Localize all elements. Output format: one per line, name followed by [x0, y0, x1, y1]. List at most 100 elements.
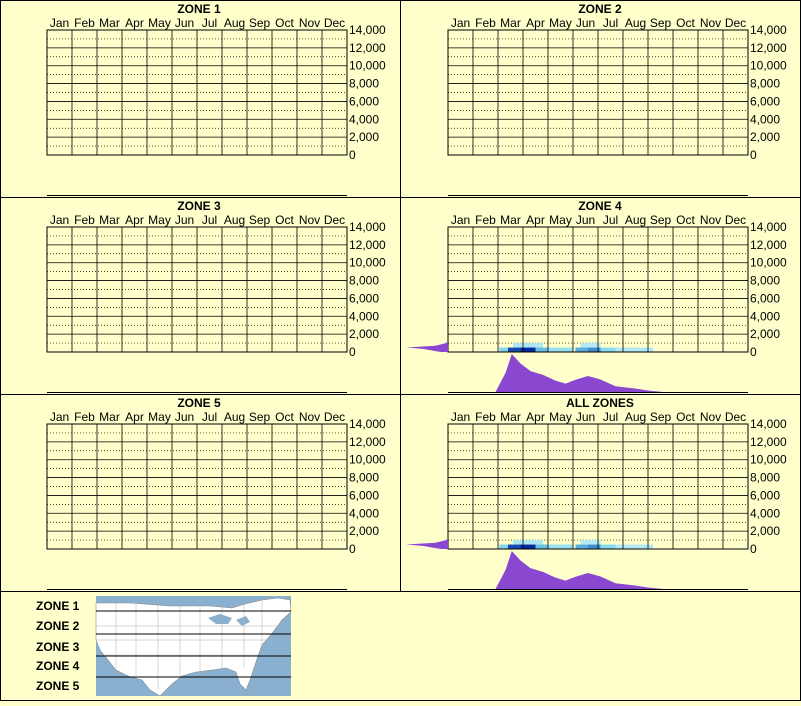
- elevation-tick-label: 6,000: [750, 291, 780, 305]
- plot-frame: [46, 29, 348, 156]
- plot-frame: [447, 423, 749, 550]
- elevation-tick-label: 6,000: [750, 94, 780, 108]
- month-tick-label: Jul: [603, 213, 618, 227]
- month-tick-label: Jul: [202, 213, 217, 227]
- plot-frame: [46, 423, 348, 550]
- month-tick-label: Sep: [249, 213, 271, 227]
- elevation-tick-label: 8,000: [750, 77, 780, 91]
- month-tick-label: Aug: [224, 16, 245, 30]
- month-tick-label: Mar: [500, 213, 521, 227]
- month-tick-label: Jan: [451, 213, 470, 227]
- month-tick-label: Dec: [725, 213, 746, 227]
- chart-title: ZONE 2: [578, 2, 622, 16]
- heat-cell: [575, 347, 588, 352]
- elevation-tick-label: 4,000: [349, 112, 379, 126]
- elevation-tick-label: 12,000: [349, 41, 386, 55]
- month-density-area: [495, 354, 663, 392]
- elevation-tick-label: 10,000: [750, 59, 787, 73]
- month-tick-label: Nov: [299, 213, 320, 227]
- month-tick-label: May: [148, 213, 171, 227]
- legend-zone-label: ZONE 5: [36, 679, 80, 693]
- month-tick-label: Feb: [475, 213, 496, 227]
- month-tick-label: Apr: [526, 213, 545, 227]
- plot-frame: [46, 226, 348, 353]
- elevation-tick-label: 2,000: [349, 130, 379, 144]
- heat-cell: [520, 544, 536, 549]
- zone-chart-panel: ALL ZONES Jan Feb Mar Apr May Jun Jul Aug Sep Oct N…: [406, 396, 787, 590]
- heat-cell: [508, 347, 521, 352]
- zone-chart-panel: ZONE 4 Jan Feb Mar Apr May Jun Jul Aug Sep Oct Nov D…: [406, 199, 787, 393]
- elevation-tick-label: 0: [349, 345, 356, 359]
- elevation-tick-label: 2,000: [750, 327, 780, 341]
- heat-cell: [600, 544, 616, 549]
- month-tick-label: Nov: [299, 410, 320, 424]
- heat-cell: [499, 544, 508, 549]
- elevation-tick-label: 2,000: [349, 524, 379, 538]
- elevation-tick-label: 4,000: [750, 112, 780, 126]
- elevation-tick-label: 14,000: [750, 417, 787, 431]
- month-tick-label: Feb: [74, 16, 95, 30]
- month-tick-label: Oct: [676, 410, 695, 424]
- month-tick-label: Oct: [275, 16, 294, 30]
- heat-cell: [580, 540, 601, 545]
- zone-chart-panel: ZONE 3 Jan Feb Mar Apr May Jun Jul Aug Sep Oct Nov D…: [46, 199, 386, 393]
- month-tick-label: Mar: [500, 410, 521, 424]
- elevation-tick-label: 8,000: [349, 471, 379, 485]
- heat-cell: [615, 544, 653, 549]
- elevation-tick-label: 0: [750, 345, 757, 359]
- elevation-tick-label: 4,000: [349, 309, 379, 323]
- month-tick-label: Sep: [650, 16, 672, 30]
- month-tick-label: Oct: [676, 213, 695, 227]
- month-tick-label: Dec: [725, 16, 746, 30]
- month-tick-label: May: [549, 213, 572, 227]
- heat-cell: [600, 347, 616, 352]
- month-tick-label: Apr: [526, 410, 545, 424]
- heat-cell: [580, 343, 601, 348]
- month-tick-label: Nov: [299, 16, 320, 30]
- elevation-tick-label: 6,000: [349, 488, 379, 502]
- elevation-tick-label: 10,000: [349, 59, 386, 73]
- elevation-tick-label: 0: [750, 542, 757, 556]
- heat-cell: [588, 544, 601, 549]
- elevation-tick-label: 14,000: [750, 23, 787, 37]
- month-tick-label: Nov: [700, 410, 721, 424]
- elevation-tick-label: 0: [349, 542, 356, 556]
- month-tick-label: Feb: [475, 16, 496, 30]
- month-tick-label: Oct: [275, 213, 294, 227]
- month-tick-label: Jun: [576, 410, 595, 424]
- elevation-tick-label: 6,000: [750, 488, 780, 502]
- month-tick-label: May: [148, 16, 171, 30]
- month-tick-label: May: [549, 16, 572, 30]
- month-tick-label: Jun: [576, 213, 595, 227]
- legend-zone-label: ZONE 2: [36, 619, 80, 633]
- elevation-tick-label: 12,000: [349, 238, 386, 252]
- elevation-tick-label: 6,000: [349, 94, 379, 108]
- heat-cell: [588, 347, 601, 352]
- elevation-tick-label: 12,000: [349, 435, 386, 449]
- month-tick-label: Jan: [50, 16, 69, 30]
- heat-cell: [615, 347, 653, 352]
- month-tick-label: Aug: [625, 213, 646, 227]
- elevation-tick-label: 2,000: [750, 130, 780, 144]
- month-tick-label: Apr: [125, 213, 144, 227]
- elevation-density-area: [406, 341, 448, 352]
- elevation-tick-label: 8,000: [750, 274, 780, 288]
- month-tick-label: May: [148, 410, 171, 424]
- month-tick-label: Jul: [202, 410, 217, 424]
- us-map-icon: [95, 596, 292, 697]
- heat-cell: [575, 544, 588, 549]
- elevation-tick-label: 8,000: [349, 274, 379, 288]
- heat-cell: [535, 347, 548, 352]
- month-tick-label: Jan: [50, 410, 69, 424]
- month-tick-label: Sep: [249, 16, 271, 30]
- month-tick-label: Sep: [249, 410, 271, 424]
- zone-panels: ZONE 1 Jan Feb Mar Apr May Jun Jul Aug Sep Oct Nov D…: [46, 2, 787, 590]
- month-tick-label: Apr: [125, 16, 144, 30]
- elevation-density-area: [406, 538, 448, 549]
- month-tick-label: Feb: [475, 410, 496, 424]
- elevation-tick-label: 12,000: [750, 238, 787, 252]
- legend-zone-label: ZONE 4: [36, 659, 80, 673]
- chart-title: ALL ZONES: [566, 396, 634, 410]
- elevation-tick-label: 2,000: [349, 327, 379, 341]
